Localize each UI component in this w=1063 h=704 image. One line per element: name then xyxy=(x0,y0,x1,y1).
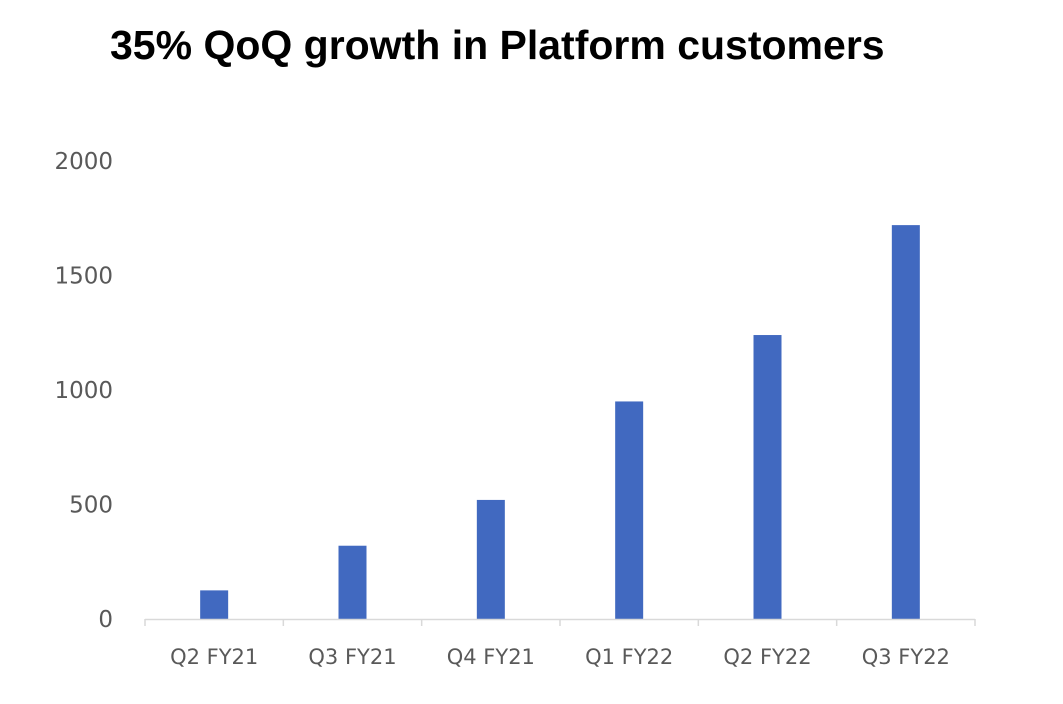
y-tick-label: 1000 xyxy=(54,378,113,404)
x-axis-tick-marks xyxy=(144,619,976,626)
bars-group xyxy=(200,225,920,619)
bar xyxy=(615,401,644,619)
y-tick-label: 1500 xyxy=(54,264,113,290)
x-category-label: Q3 FY22 xyxy=(862,645,950,669)
x-category-label: Q2 FY22 xyxy=(723,645,811,669)
chart-title: 35% QoQ growth in Platform customers xyxy=(110,22,885,68)
y-tick-label: 2000 xyxy=(54,149,113,175)
x-axis-labels: Q2 FY21 Q3 FY21 Q4 FY21 Q1 FY22 Q2 FY22 Q3 FY… xyxy=(170,645,950,669)
bar xyxy=(200,590,229,619)
x-category-label: Q2 FY21 xyxy=(170,645,258,669)
x-category-label: Q1 FY22 xyxy=(585,645,673,669)
bar xyxy=(338,545,367,619)
x-category-label: Q4 FY21 xyxy=(447,645,535,669)
x-category-label: Q3 FY21 xyxy=(308,645,396,669)
y-tick-label: 0 xyxy=(98,607,113,633)
bar xyxy=(476,499,505,619)
y-tick-label: 500 xyxy=(69,493,113,519)
bar xyxy=(891,225,920,619)
bar xyxy=(753,335,782,619)
y-axis-ticks: 0 500 1000 1500 2000 xyxy=(54,149,113,633)
